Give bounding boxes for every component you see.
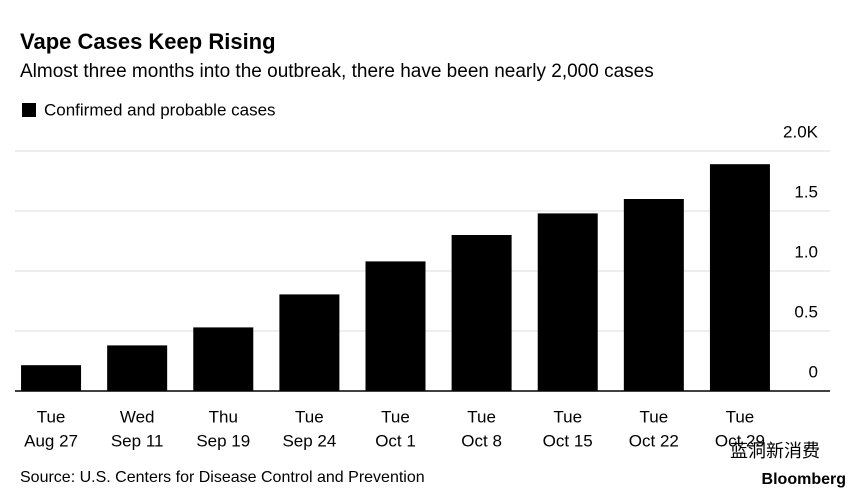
x-tick-label: Sep 24	[282, 431, 336, 450]
watermark: 蓝洞新消费	[730, 441, 820, 461]
x-tick-label: Sep 19	[196, 431, 250, 450]
x-tick-label: Tue	[295, 407, 324, 426]
x-tick-label: Oct 8	[461, 431, 502, 450]
x-tick-label: Oct 29	[715, 431, 765, 450]
x-tick-label: Aug 27	[24, 431, 78, 450]
bar	[365, 261, 426, 391]
bar	[21, 365, 82, 391]
brand: Bloomberg	[762, 471, 846, 488]
bar	[537, 213, 598, 391]
x-tick-label: Wed	[120, 407, 155, 426]
x-tick-label: Oct 1	[375, 431, 416, 450]
x-tick-label: Sep 11	[111, 431, 164, 450]
bar	[193, 327, 254, 391]
x-tick-label: Tue	[639, 407, 668, 426]
x-tick-label: Tue	[467, 407, 496, 426]
bar	[709, 164, 770, 391]
x-tick-label: Thu	[209, 407, 238, 426]
y-tick-label: 0.5	[794, 302, 818, 321]
source: Source: U.S. Centers for Disease Control…	[20, 469, 425, 486]
y-tick-label: 2.0K	[783, 122, 819, 141]
x-tick-label: Oct 22	[629, 431, 679, 450]
y-tick-label: 0	[809, 362, 818, 381]
x-tick-label: Tue	[726, 407, 755, 426]
x-tick-label: Tue	[37, 407, 66, 426]
bar	[451, 235, 512, 391]
x-tick-label: Tue	[381, 407, 410, 426]
y-tick-label: 1.0	[794, 242, 818, 261]
bar	[107, 345, 168, 391]
bar	[623, 199, 684, 391]
chart-subtitle: Almost three months into the outbreak, t…	[20, 61, 654, 82]
chart-title: Vape Cases Keep Rising	[20, 29, 276, 54]
bar	[279, 294, 340, 391]
x-tick-label: Tue	[553, 407, 582, 426]
y-tick-label: 1.5	[794, 182, 818, 201]
x-tick-label: Oct 15	[543, 431, 593, 450]
legend-label: Confirmed and probable cases	[44, 100, 276, 119]
legend-swatch	[22, 103, 36, 117]
